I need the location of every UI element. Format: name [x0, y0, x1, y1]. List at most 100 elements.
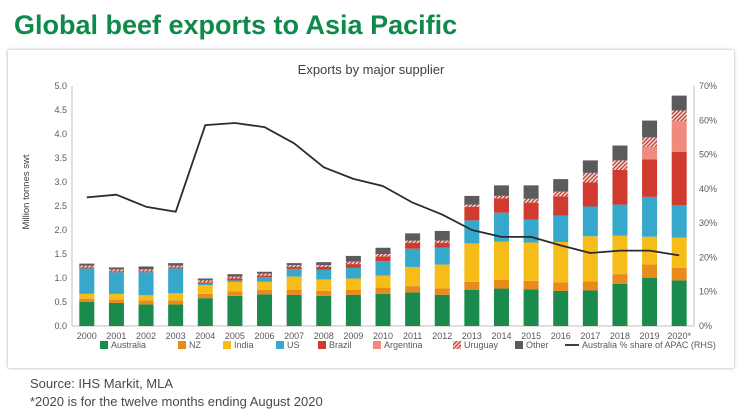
bar-australia-2017: [582, 290, 598, 326]
bar-nz-2014: [493, 279, 509, 289]
bar-india-2000: [79, 293, 95, 299]
y-tick-label: 3.0: [54, 177, 67, 187]
bar-australia-2020: [671, 280, 687, 326]
bar-australia-2010: [375, 293, 391, 326]
y-tick-label: 4.5: [54, 105, 67, 115]
x-tick-label: 2000: [77, 331, 97, 341]
bar-india-2004: [197, 285, 213, 294]
bar-uruguay-2012: [434, 240, 450, 243]
bar-us-2005: [227, 280, 243, 282]
y-tick-label: 1.0: [54, 273, 67, 283]
bar-other-2020: [671, 95, 687, 111]
chart-title: Exports by major supplier: [298, 62, 445, 77]
bar-brazil-2016: [553, 196, 569, 216]
y-tick-label: 0.0: [54, 321, 67, 331]
bar-nz-2018: [612, 274, 628, 284]
bar-uruguay-2016: [553, 191, 569, 197]
bar-other-2014: [493, 185, 509, 196]
bar-nz-2015: [523, 280, 539, 290]
bar-india-2012: [434, 264, 450, 289]
bar-india-2011: [405, 266, 421, 287]
bar-brazil-2000: [79, 267, 95, 269]
x-tick-label: 2008: [314, 331, 334, 341]
bar-us-2000: [79, 268, 95, 294]
bar-us-2013: [464, 220, 480, 244]
bar-brazil-2008: [316, 266, 332, 270]
bar-nz-2011: [405, 286, 421, 293]
bar-uruguay-2011: [405, 240, 421, 243]
y2-tick-label: 10%: [699, 287, 717, 297]
y2-tick-label: 50%: [699, 150, 717, 160]
bar-nz-2020: [671, 267, 687, 281]
bar-us-2011: [405, 248, 421, 267]
bar-uruguay-2015: [523, 198, 539, 203]
bar-nz-2009: [345, 290, 361, 295]
bar-australia-2002: [138, 304, 154, 326]
bar-australia-2009: [345, 294, 361, 326]
bar-other-2008: [316, 262, 332, 266]
bar-other-2007: [286, 263, 302, 266]
bar-brazil-2004: [197, 282, 213, 284]
bar-other-2004: [197, 278, 213, 281]
bar-nz-2004: [197, 293, 213, 299]
bar-australia-2000: [79, 302, 95, 326]
chart-legend: Australia NZ India US Brazil Argentina Uruguay…: [100, 340, 716, 350]
bar-australia-2018: [612, 283, 628, 326]
bar-brazil-2011: [405, 242, 421, 249]
bar-australia-2005: [227, 295, 243, 326]
legend-label-argentina: Argentina: [384, 340, 423, 350]
bar-us-2010: [375, 261, 391, 276]
legend-label-australia: Australia: [111, 340, 146, 350]
bar-india-2008: [316, 279, 332, 291]
bar-other-2016: [553, 179, 569, 192]
bar-india-2009: [345, 278, 361, 290]
bar-nz-2008: [316, 290, 332, 296]
bar-brazil-2015: [523, 202, 539, 220]
bar-brazil-2005: [227, 278, 243, 281]
bar-australia-2003: [168, 304, 184, 326]
x-tick-label: 2014: [491, 331, 511, 341]
bar-us-2008: [316, 269, 332, 280]
bar-brazil-2019: [642, 159, 658, 197]
x-tick-label: 2011: [403, 331, 422, 341]
bar-nz-2000: [79, 298, 95, 302]
bar-other-2009: [345, 255, 361, 262]
bar-india-2001: [108, 293, 124, 300]
y2-tick-label: 70%: [699, 81, 717, 91]
bar-nz-2002: [138, 300, 154, 305]
bar-nz-2016: [553, 282, 569, 291]
bar-uruguay-2018: [612, 160, 628, 170]
bar-us-2012: [434, 247, 450, 265]
bar-brazil-2001: [108, 271, 124, 273]
bar-brazil-2018: [612, 170, 628, 205]
y2-tick-label: 30%: [699, 218, 717, 228]
bar-australia-2016: [553, 290, 569, 326]
x-tick-label: 2004: [195, 331, 215, 341]
bar-other-2006: [257, 271, 273, 274]
x-tick-label: 2005: [225, 331, 245, 341]
bar-uruguay-2010: [375, 254, 391, 257]
x-tick-label: 2006: [255, 331, 275, 341]
y2-tick-label: 60%: [699, 115, 717, 125]
bar-india-2002: [138, 295, 154, 301]
y-tick-label: 3.5: [54, 153, 67, 163]
bar-australia-2011: [405, 292, 421, 326]
bar-uruguay-2017: [582, 172, 598, 183]
bar-brazil-2012: [434, 242, 450, 248]
x-tick-label: 2019: [640, 331, 660, 341]
bar-nz-2001: [108, 299, 124, 303]
bar-brazil-2010: [375, 256, 391, 262]
bar-other-2019: [642, 120, 658, 138]
legend-label-india: India: [234, 340, 254, 350]
bar-australia-2013: [464, 290, 480, 326]
bar-india-2010: [375, 275, 391, 288]
x-tick-label: 2012: [432, 331, 452, 341]
bar-nz-2003: [168, 300, 184, 305]
bar-other-2018: [612, 145, 628, 161]
bar-us-2003: [168, 268, 184, 294]
x-tick-label: 2010: [373, 331, 393, 341]
bar-us-2009: [345, 267, 361, 279]
page-title: Global beef exports to Asia Pacific: [14, 10, 458, 40]
bar-india-2018: [612, 235, 628, 275]
bar-other-2013: [464, 195, 480, 205]
